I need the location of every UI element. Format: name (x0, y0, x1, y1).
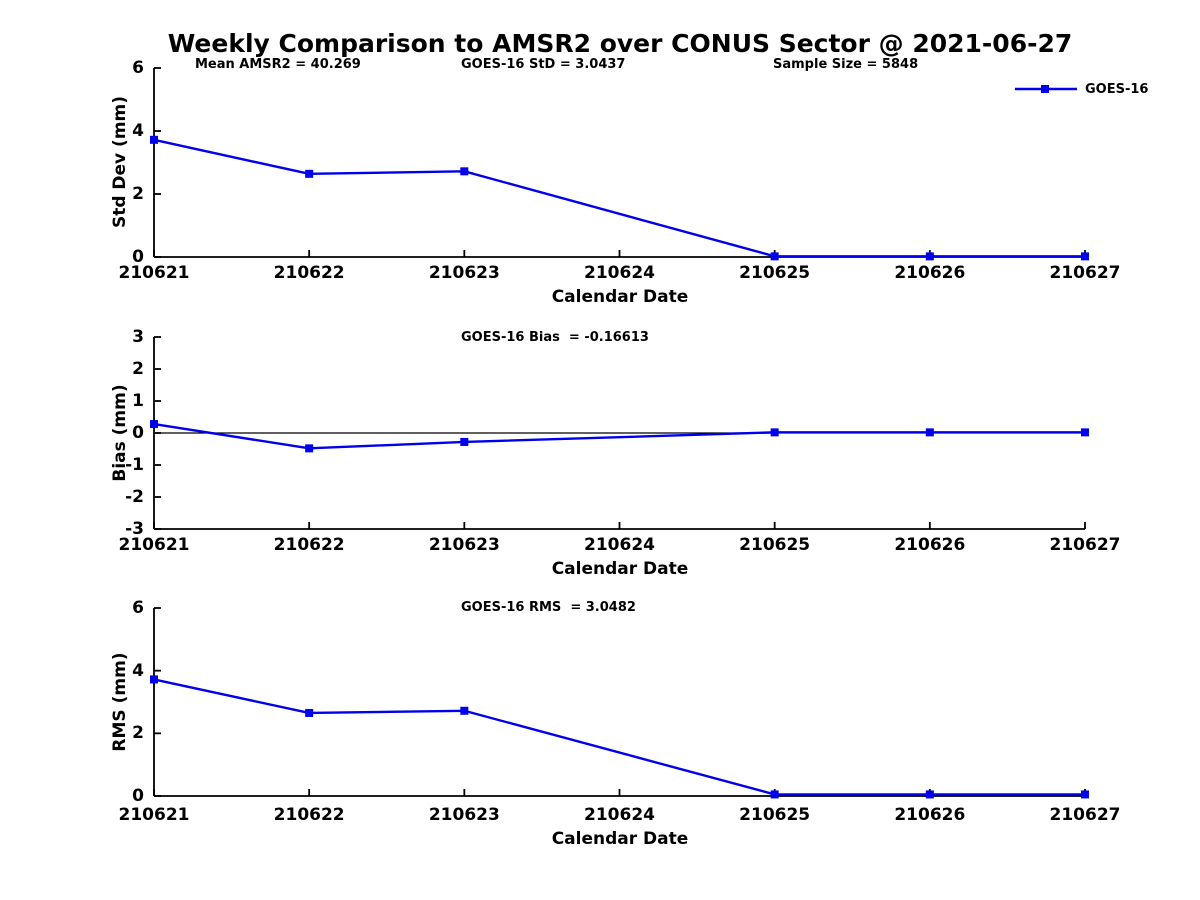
x-tick-label: 210623 (428, 263, 500, 283)
x-tick-label: 210625 (739, 263, 811, 283)
x-axis-label-panel3: Calendar Date (551, 829, 689, 849)
x-tick-label: 210622 (273, 263, 345, 283)
x-tick-label: 210627 (1049, 263, 1121, 283)
legend-line-sample (1015, 85, 1077, 93)
annotation-sample-size: Sample Size = 5848 (773, 57, 919, 72)
y-tick-label: 6 (132, 598, 144, 618)
legend-marker-icon (1041, 85, 1049, 93)
y-tick-label: -3 (125, 519, 144, 539)
legend: GOES-16 (1014, 80, 1148, 98)
data-point-marker (460, 437, 469, 446)
legend-label: GOES-16 (1085, 81, 1149, 97)
x-tick-label: 210624 (584, 535, 655, 555)
y-tick-label: 4 (132, 121, 144, 141)
data-point-marker (1081, 790, 1089, 799)
x-axis-label-panel1: Calendar Date (551, 287, 689, 307)
data-point-marker (770, 252, 779, 261)
data-point-marker (925, 790, 934, 799)
data-point-marker (460, 167, 469, 176)
data-point-marker (1081, 252, 1089, 261)
annotation-mean-amsr2: Mean AMSR2 = 40.269 (195, 57, 361, 72)
data-point-marker (150, 420, 158, 429)
y-tick-label: 0 (132, 247, 144, 267)
y-tick-label: 2 (132, 359, 144, 379)
x-tick-label: 210626 (894, 805, 966, 825)
y-tick-label: 4 (132, 660, 144, 681)
data-point-marker (150, 135, 158, 144)
data-point-marker (305, 444, 314, 453)
x-tick-label: 210627 (1049, 805, 1121, 825)
chart-title: Weekly Comparison to AMSR2 over CONUS Se… (167, 29, 1073, 58)
data-point-marker (925, 252, 934, 261)
y-tick-label: -2 (125, 487, 144, 507)
x-tick-label: 210625 (739, 805, 811, 825)
y-tick-label: 1 (132, 391, 144, 411)
data-point-marker (770, 790, 779, 799)
data-point-marker (925, 428, 934, 437)
x-tick-label: 210622 (273, 805, 345, 825)
y-axis-label-std-dev: Std Dev (mm) (110, 95, 130, 229)
x-tick-label: 210621 (118, 805, 190, 825)
x-tick-label: 210621 (118, 535, 190, 555)
y-tick-label: 2 (132, 184, 144, 204)
y-tick-label: 0 (132, 786, 144, 806)
y-tick-label: 2 (132, 723, 144, 744)
x-tick-label: 210627 (1049, 535, 1121, 555)
data-point-marker (770, 428, 779, 437)
data-point-marker (305, 708, 314, 717)
x-tick-label: 210624 (584, 805, 655, 825)
y-tick-label: -1 (125, 455, 144, 475)
data-point-marker (305, 169, 314, 178)
x-tick-label: 210625 (739, 535, 811, 555)
series-line (153, 422, 1085, 450)
data-point-marker (1081, 428, 1089, 437)
annotation-goes16-std: GOES-16 StD = 3.0437 (461, 57, 626, 72)
y-tick-label: 0 (132, 423, 144, 443)
data-point-marker (150, 675, 158, 684)
x-tick-label: 210623 (428, 805, 500, 825)
annotation-goes16-rms: GOES-16 RMS = 3.0482 (461, 600, 636, 615)
annotation-goes16-bias: GOES-16 Bias = -0.16613 (461, 330, 649, 345)
series-line (153, 678, 1085, 796)
series-line (153, 138, 1085, 258)
x-tick-label: 210623 (428, 535, 500, 555)
x-tick-label: 210626 (894, 263, 966, 283)
x-tick-label: 210624 (584, 263, 655, 283)
x-tick-label: 210621 (118, 263, 190, 283)
data-point-marker (460, 706, 469, 715)
x-tick-label: 210622 (273, 535, 345, 555)
x-axis-label-panel2: Calendar Date (551, 559, 689, 579)
x-tick-label: 210626 (894, 535, 966, 555)
y-tick-label: 3 (132, 327, 144, 347)
y-tick-label: 6 (132, 58, 144, 78)
